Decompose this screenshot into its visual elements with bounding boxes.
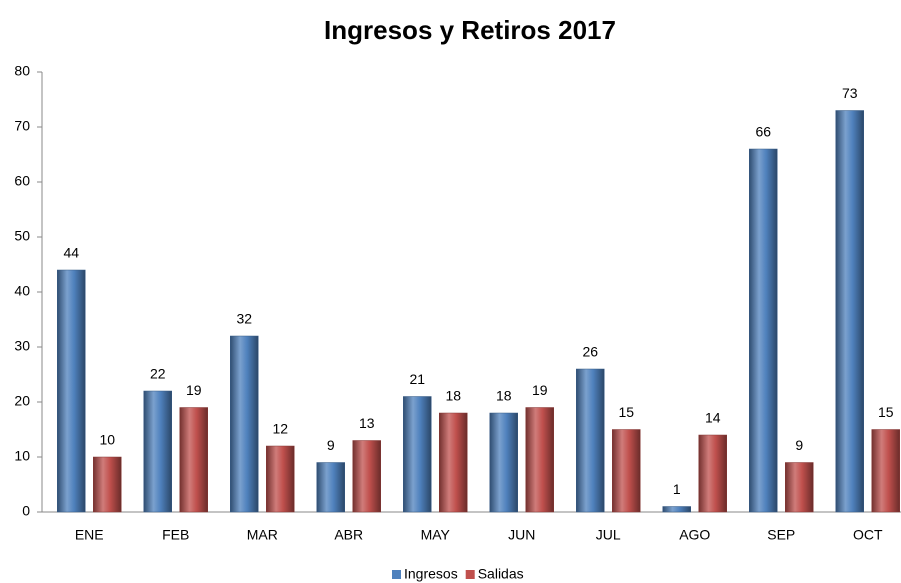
x-tick-label: JUL: [596, 527, 621, 543]
data-label: 44: [63, 245, 79, 261]
legend-label: Ingresos: [404, 566, 458, 582]
y-tick-label: 0: [22, 503, 30, 519]
data-label: 13: [359, 415, 375, 431]
data-label: 10: [99, 432, 115, 448]
x-tick-label: AGO: [679, 527, 710, 543]
chart-title: Ingresos y Retiros 2017: [324, 15, 616, 45]
data-label: 19: [186, 382, 202, 398]
y-tick-label: 20: [14, 393, 30, 409]
data-label: 18: [496, 388, 512, 404]
bar: [352, 440, 381, 513]
data-label: 12: [272, 421, 288, 437]
data-label: 15: [618, 404, 634, 420]
data-label: 15: [878, 404, 894, 420]
data-label: 9: [327, 437, 335, 453]
data-label: 26: [582, 344, 598, 360]
x-tick-label: SEP: [767, 527, 795, 543]
legend-swatch: [392, 570, 401, 579]
y-tick-label: 70: [14, 118, 30, 134]
bar: [662, 506, 691, 513]
bar: [835, 110, 864, 513]
x-tick-label: ABR: [334, 527, 363, 543]
bar: [143, 390, 172, 513]
data-label: 19: [532, 382, 548, 398]
y-tick-label: 40: [14, 283, 30, 299]
y-tick-label: 50: [14, 228, 30, 244]
bar: [266, 445, 295, 513]
x-tick-label: MAY: [421, 527, 451, 543]
bar: [316, 462, 345, 513]
bar: [489, 412, 518, 513]
data-label: 73: [842, 85, 858, 101]
data-label: 1: [673, 481, 681, 497]
data-label: 32: [236, 311, 252, 327]
x-tick-label: ENE: [75, 527, 104, 543]
data-label: 66: [755, 124, 771, 140]
y-tick-label: 80: [14, 63, 30, 79]
bar: [749, 148, 778, 513]
bar: [93, 456, 122, 513]
bar: [525, 407, 554, 513]
data-label: 21: [409, 371, 425, 387]
data-label: 9: [795, 437, 803, 453]
data-label: 22: [150, 366, 166, 382]
legend-swatch: [465, 570, 475, 579]
bar: [612, 429, 641, 513]
y-tick-label: 10: [14, 448, 30, 464]
bar: [871, 429, 900, 513]
x-tick-label: JUN: [508, 527, 535, 543]
bar: [57, 269, 86, 513]
x-tick-label: FEB: [162, 527, 189, 543]
bar: [179, 407, 208, 513]
legend-label: Salidas: [478, 566, 524, 582]
data-label: 14: [705, 410, 721, 426]
bar: [698, 434, 727, 513]
bar: [403, 396, 432, 513]
y-tick-label: 30: [14, 338, 30, 354]
bar: [230, 335, 259, 513]
x-tick-label: MAR: [247, 527, 278, 543]
data-label: 18: [445, 388, 461, 404]
bar: [439, 412, 468, 513]
bar: [785, 462, 814, 513]
x-tick-label: OCT: [853, 527, 883, 543]
y-tick-label: 60: [14, 173, 30, 189]
bar: [576, 368, 605, 513]
